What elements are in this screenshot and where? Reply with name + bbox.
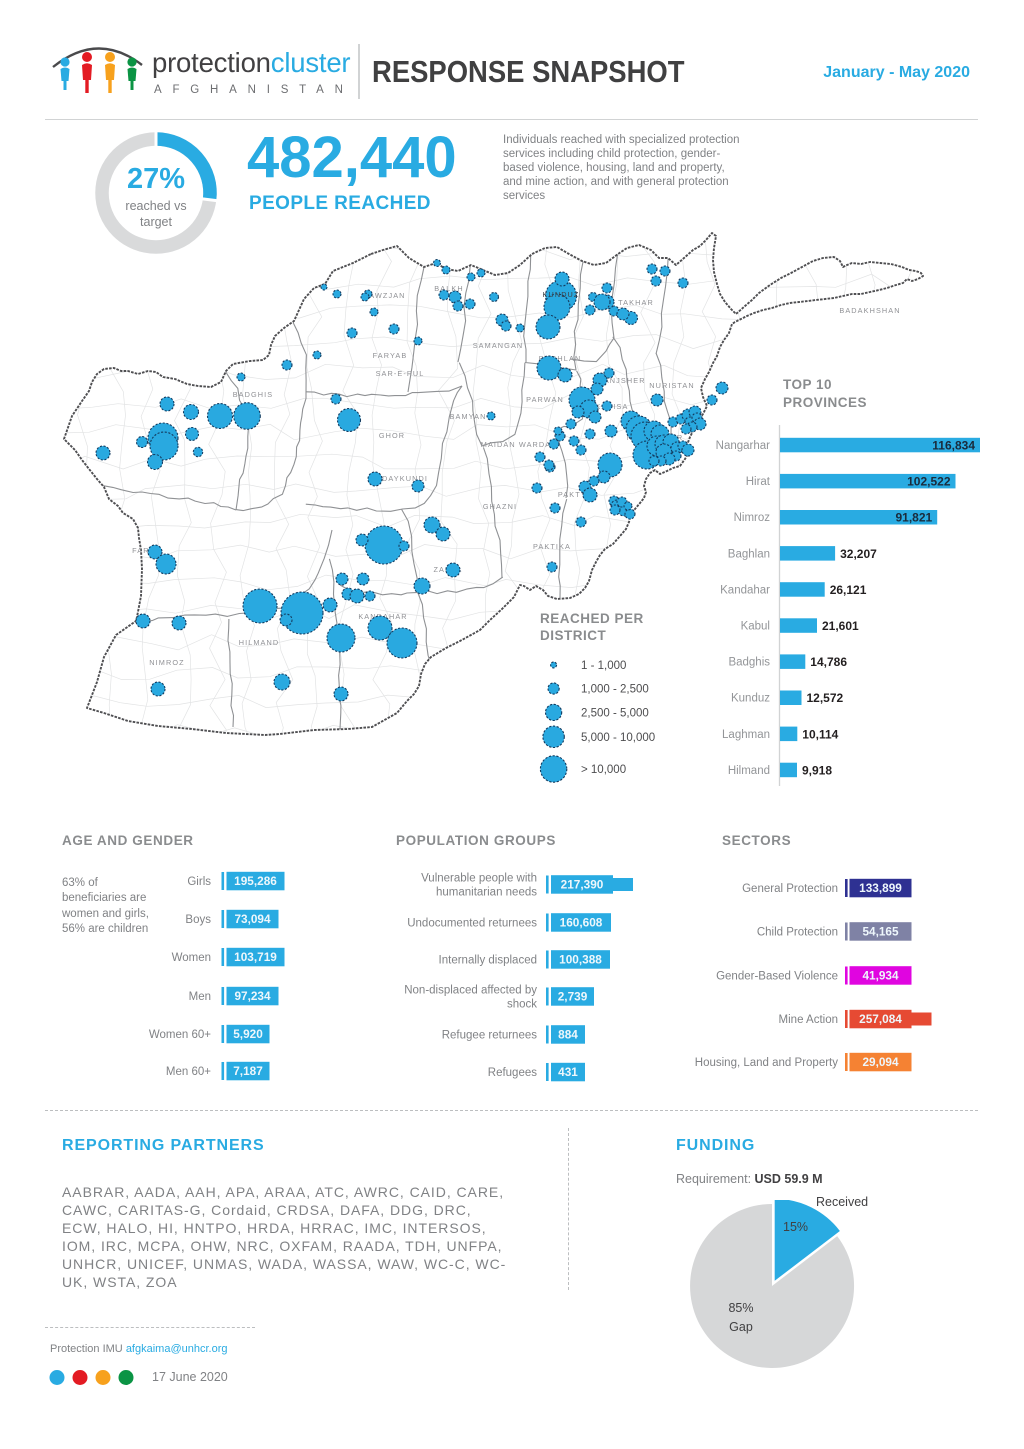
svg-text:Kabul: Kabul <box>741 621 770 633</box>
svg-text:KUNDUZ: KUNDUZ <box>542 290 579 299</box>
svg-text:Women: Women <box>172 952 211 964</box>
svg-text:884: 884 <box>558 1028 578 1042</box>
svg-text:Women 60+: Women 60+ <box>149 1029 211 1041</box>
svg-text:FARAH: FARAH <box>132 546 162 555</box>
svg-text:29,094: 29,094 <box>862 1055 899 1069</box>
svg-text:Nangarhar: Nangarhar <box>716 440 771 452</box>
svg-text:TAKHAR: TAKHAR <box>618 298 654 307</box>
svg-text:10,114: 10,114 <box>802 727 838 741</box>
svg-text:54,165: 54,165 <box>862 925 899 939</box>
svg-text:Men: Men <box>189 991 211 1003</box>
svg-text:Hilmand: Hilmand <box>728 765 770 777</box>
svg-text:NURISTAN: NURISTAN <box>649 381 695 390</box>
svg-text:Kandahar: Kandahar <box>720 584 770 596</box>
svg-text:General Protection: General Protection <box>742 883 838 895</box>
svg-text:shock: shock <box>507 999 537 1011</box>
svg-text:Vulnerable people with: Vulnerable people with <box>421 873 537 885</box>
svg-text:91,821: 91,821 <box>895 511 932 525</box>
svg-text:BAGHLAN: BAGHLAN <box>539 354 582 363</box>
svg-text:73,094: 73,094 <box>234 912 271 926</box>
svg-text:21,601: 21,601 <box>822 619 859 633</box>
svg-text:JAWZJAN: JAWZJAN <box>364 291 405 300</box>
svg-text:GHOR: GHOR <box>379 431 405 440</box>
svg-text:Refugees: Refugees <box>488 1067 537 1079</box>
svg-text:PAKTIKA: PAKTIKA <box>533 542 571 551</box>
svg-text:NIMROZ: NIMROZ <box>149 658 184 667</box>
svg-text:1,000 - 2,500: 1,000 - 2,500 <box>581 684 649 696</box>
svg-text:Laghman: Laghman <box>722 729 770 741</box>
svg-text:160,608: 160,608 <box>560 916 603 930</box>
svg-text:5,920: 5,920 <box>233 1027 263 1041</box>
svg-text:116,834: 116,834 <box>932 439 975 453</box>
svg-text:5,000 - 10,000: 5,000 - 10,000 <box>581 732 655 744</box>
svg-text:41,934: 41,934 <box>862 969 899 983</box>
svg-text:12,572: 12,572 <box>807 691 844 705</box>
svg-text:Boys: Boys <box>185 914 211 926</box>
svg-text:Nimroz: Nimroz <box>734 512 771 524</box>
svg-text:Girls: Girls <box>187 876 211 888</box>
svg-text:32,207: 32,207 <box>840 547 877 561</box>
svg-text:103,719: 103,719 <box>234 950 277 964</box>
svg-text:9,918: 9,918 <box>802 763 832 777</box>
svg-text:humanitarian needs: humanitarian needs <box>436 887 537 899</box>
svg-text:DAYKUNDI: DAYKUNDI <box>382 474 428 483</box>
svg-text:GHAZNI: GHAZNI <box>483 502 517 511</box>
svg-text:431: 431 <box>558 1065 578 1079</box>
svg-text:Housing, Land and Property: Housing, Land and Property <box>695 1057 838 1069</box>
svg-text:257,084: 257,084 <box>859 1012 902 1026</box>
svg-text:7,187: 7,187 <box>233 1064 263 1078</box>
svg-text:Child Protection: Child Protection <box>757 927 838 939</box>
svg-text:133,899: 133,899 <box>859 881 902 895</box>
svg-text:Baghlan: Baghlan <box>728 548 770 560</box>
svg-text:BAMYAN: BAMYAN <box>450 412 487 421</box>
svg-text:14,786: 14,786 <box>810 655 847 669</box>
svg-text:97,234: 97,234 <box>234 989 271 1003</box>
svg-text:HILMAND: HILMAND <box>239 638 280 647</box>
svg-text:FARYAB: FARYAB <box>373 351 408 360</box>
svg-text:BADGHIS: BADGHIS <box>233 390 274 399</box>
svg-text:Internally displaced: Internally displaced <box>439 955 537 967</box>
svg-text:Gender-Based Violence: Gender-Based Violence <box>716 971 838 983</box>
svg-text:Men 60+: Men 60+ <box>166 1066 211 1078</box>
svg-text:SAR-E-PUL: SAR-E-PUL <box>376 369 425 378</box>
svg-text:2,739: 2,739 <box>558 990 588 1004</box>
svg-text:2,500 - 5,000: 2,500 - 5,000 <box>581 707 649 719</box>
svg-text:1 - 1,000: 1 - 1,000 <box>581 660 626 672</box>
svg-text:26,121: 26,121 <box>830 583 867 597</box>
svg-text:Badghis: Badghis <box>728 657 770 669</box>
svg-text:BADAKHSHAN: BADAKHSHAN <box>839 306 900 315</box>
svg-text:Refugee returnees: Refugee returnees <box>442 1030 538 1042</box>
svg-text:100,388: 100,388 <box>559 953 602 967</box>
svg-text:Hirat: Hirat <box>746 476 771 488</box>
svg-text:Mine Action: Mine Action <box>779 1014 838 1026</box>
svg-text:Kunduz: Kunduz <box>731 693 770 705</box>
svg-text:Non-displaced affected by: Non-displaced affected by <box>404 985 537 997</box>
svg-text:Undocumented returnees: Undocumented returnees <box>407 918 537 930</box>
svg-text:> 10,000: > 10,000 <box>581 764 626 776</box>
svg-text:PARWAN: PARWAN <box>526 395 564 404</box>
svg-text:MAIDAN WARDAK: MAIDAN WARDAK <box>481 440 557 449</box>
svg-text:PAKTYA: PAKTYA <box>558 490 592 499</box>
svg-text:PANJSHER: PANJSHER <box>598 376 645 385</box>
svg-text:SAMANGAN: SAMANGAN <box>473 341 524 350</box>
svg-text:102,522: 102,522 <box>907 475 951 489</box>
svg-text:BALKH: BALKH <box>434 284 463 293</box>
svg-text:195,286: 195,286 <box>234 874 277 888</box>
svg-text:217,390: 217,390 <box>561 878 604 892</box>
